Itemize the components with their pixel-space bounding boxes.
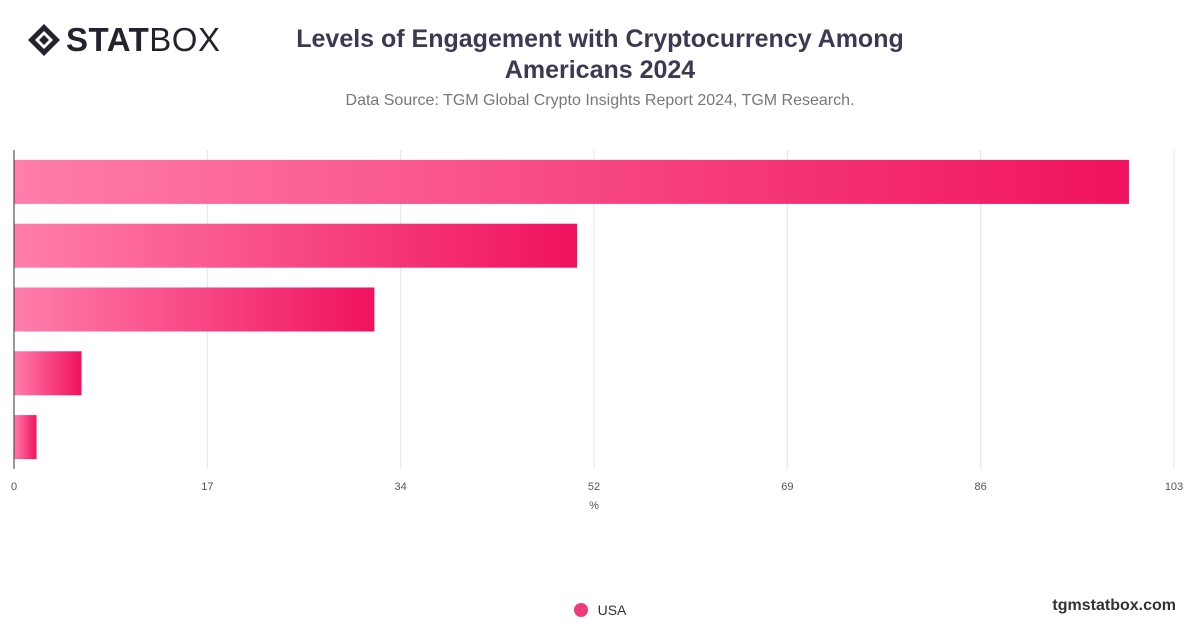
- x-tick-label: 34: [395, 481, 407, 493]
- statbox-logo-icon: [28, 24, 60, 56]
- x-tick-label: 103: [1165, 481, 1183, 493]
- bar[interactable]: [14, 159, 1129, 204]
- x-tick-label: 17: [201, 481, 213, 493]
- x-axis-title: %: [589, 500, 599, 512]
- logo-text-light: BOX: [149, 21, 221, 58]
- legend-marker-usa: [573, 603, 588, 617]
- logo-text-bold: STAT: [66, 21, 150, 58]
- x-tick-label: 0: [11, 481, 17, 493]
- x-tick-label: 52: [588, 481, 600, 493]
- x-tick-label: 69: [781, 481, 793, 493]
- bar[interactable]: [14, 415, 37, 460]
- bar-chart: 0 17 34 52 69 86 103%: [11, 150, 1183, 512]
- logo-text: STATBOX: [66, 22, 220, 58]
- bar[interactable]: [14, 287, 375, 332]
- statbox-logo: STATBOX: [26, 22, 220, 58]
- x-tick-label: 86: [975, 481, 987, 493]
- chart-title: Levels of Engagement with Cryptocurrency…: [296, 25, 904, 84]
- site-credit: tgmstatbox.com: [1052, 597, 1176, 614]
- chart-legend[interactable]: USA: [0, 602, 1200, 618]
- bar[interactable]: [14, 223, 578, 268]
- chart-subtitle: Data Source: TGM Global Crypto Insights …: [345, 92, 855, 109]
- bar[interactable]: [14, 351, 82, 396]
- legend-label-usa: USA: [597, 602, 627, 618]
